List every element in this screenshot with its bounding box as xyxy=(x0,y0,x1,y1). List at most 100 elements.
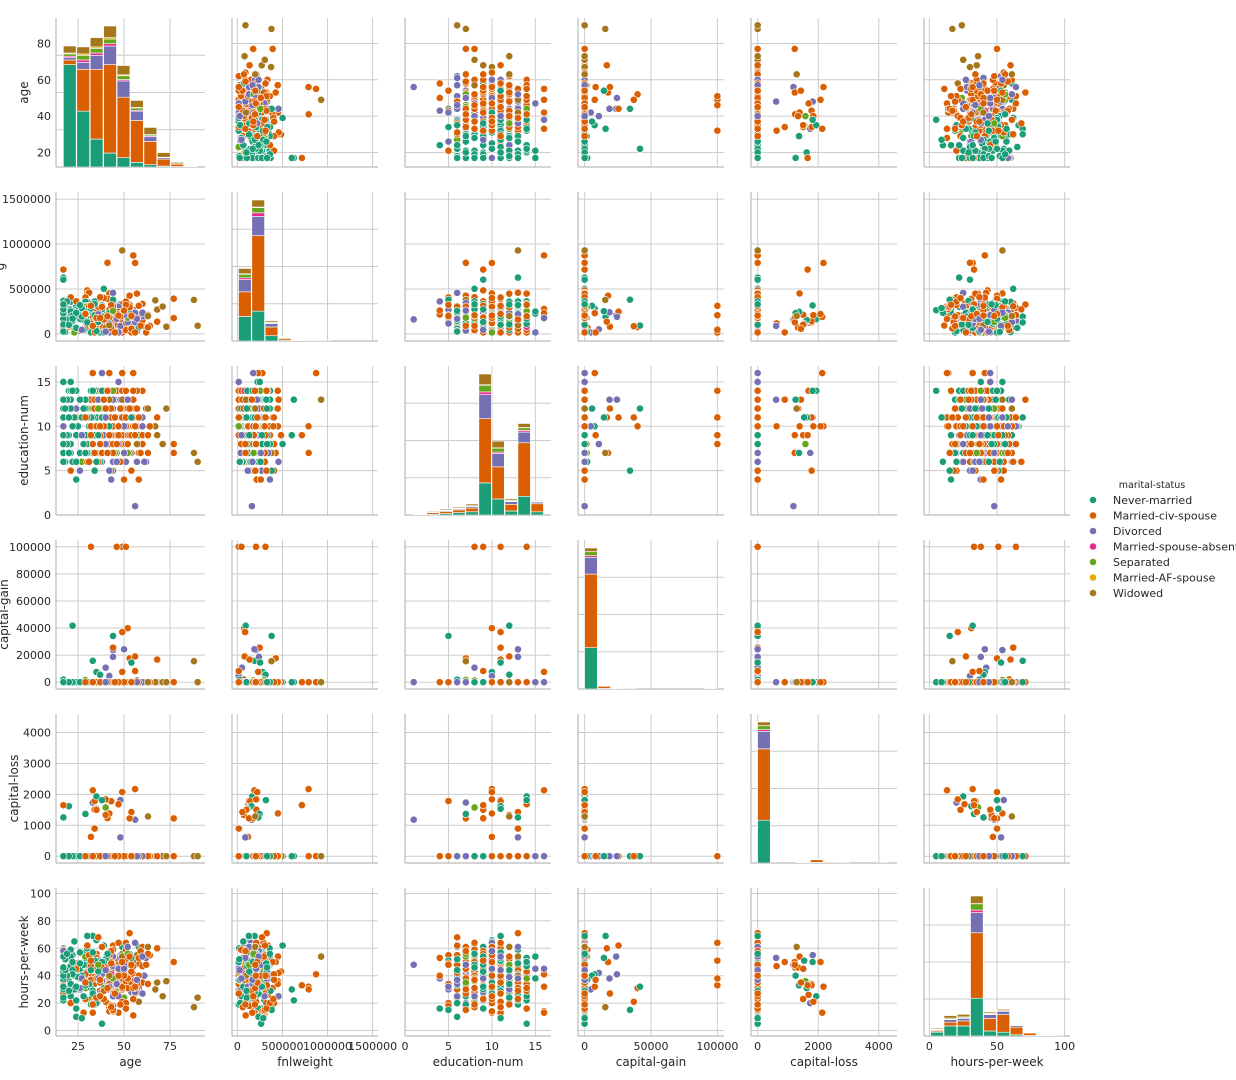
scatter-point xyxy=(131,259,139,267)
scatter-point xyxy=(479,275,488,284)
scatter-point xyxy=(505,134,514,142)
scatter-point xyxy=(133,440,141,448)
scatter-point xyxy=(312,369,320,377)
scatter-point xyxy=(479,318,488,326)
scatter-point xyxy=(247,502,256,511)
hist-bar xyxy=(251,199,265,208)
scatter-point xyxy=(317,395,325,404)
scatter-point xyxy=(242,404,251,413)
scatter-point xyxy=(435,94,444,102)
scatter-point xyxy=(1002,137,1011,146)
scatter-point xyxy=(614,413,623,422)
scatter-point xyxy=(580,265,589,274)
scatter-point xyxy=(1013,324,1022,332)
scatter-point xyxy=(964,320,973,329)
scatter-point xyxy=(488,68,496,77)
hist-bar xyxy=(76,59,90,63)
hist-bar xyxy=(157,152,171,158)
scatter-point xyxy=(256,475,265,484)
scatter-point xyxy=(713,413,722,422)
scatter-point xyxy=(94,431,103,440)
scatter-point xyxy=(987,300,996,309)
scatter-point xyxy=(92,457,101,466)
scatter-point xyxy=(262,466,271,475)
scatter-point xyxy=(505,312,514,320)
scatter-point xyxy=(1009,284,1018,293)
scatter-point xyxy=(435,297,444,306)
scatter-point xyxy=(251,404,260,413)
scatter-point xyxy=(594,440,603,448)
scatter-point xyxy=(980,251,989,260)
scatter-point xyxy=(242,148,251,157)
scatter-point xyxy=(461,306,470,315)
scatter-point xyxy=(588,117,596,126)
panel-education-num-vs-fnlweight xyxy=(231,366,378,516)
scatter-point xyxy=(76,466,84,475)
scatter-point xyxy=(256,457,265,466)
scatter-point xyxy=(453,81,462,90)
scatter-point xyxy=(522,300,531,309)
scatter-point xyxy=(531,328,540,337)
scatter-point xyxy=(972,61,981,70)
scatter-point xyxy=(601,449,610,457)
scatter-point xyxy=(134,475,143,484)
scatter-point xyxy=(580,154,589,162)
scatter-point xyxy=(772,126,781,135)
scatter-point xyxy=(479,108,488,117)
scatter-point xyxy=(59,327,68,336)
scatter-point xyxy=(59,275,68,284)
hist-bar xyxy=(89,55,104,70)
scatter-point xyxy=(470,55,479,64)
scatter-point xyxy=(1009,302,1018,311)
hist-bar xyxy=(76,61,90,70)
scatter-point xyxy=(151,296,160,305)
scatter-point xyxy=(804,99,813,108)
scatter-point xyxy=(629,322,638,331)
scatter-point xyxy=(103,258,112,267)
panel-age-vs-education-num xyxy=(404,18,551,168)
scatter-point xyxy=(109,307,117,315)
scatter-point xyxy=(580,112,589,121)
scatter-point xyxy=(127,312,136,320)
scatter-point xyxy=(713,431,722,440)
scatter-point xyxy=(797,86,805,95)
scatter-point xyxy=(235,457,244,466)
scatter-point xyxy=(1003,321,1012,330)
scatter-point xyxy=(580,431,589,440)
hist-bar xyxy=(89,138,104,167)
panel-education-num-vs-age xyxy=(55,366,205,516)
scatter-point xyxy=(249,369,258,377)
scatter-point xyxy=(470,311,479,320)
scatter-point xyxy=(144,312,152,320)
scatter-point xyxy=(261,126,270,135)
scatter-point xyxy=(1007,90,1016,99)
hist-bar xyxy=(116,80,131,98)
scatter-point xyxy=(580,449,589,457)
scatter-point xyxy=(580,132,589,141)
scatter-point xyxy=(605,404,614,413)
scatter-point xyxy=(127,413,136,422)
hist-bar xyxy=(426,510,440,512)
scatter-point xyxy=(713,325,722,334)
scatter-point xyxy=(453,327,462,336)
scatter-point xyxy=(261,413,270,422)
scatter-point xyxy=(190,449,198,457)
scatter-point xyxy=(131,502,139,511)
scatter-point xyxy=(505,70,514,79)
scatter-point xyxy=(193,457,202,466)
scatter-point xyxy=(453,154,462,162)
scatter-point xyxy=(990,86,999,95)
scatter-point xyxy=(753,44,762,53)
scatter-point xyxy=(488,259,496,267)
hist-bar xyxy=(76,46,90,55)
scatter-point xyxy=(98,302,106,311)
scatter-point xyxy=(514,273,522,282)
scatter-point xyxy=(131,328,139,337)
scatter-point xyxy=(479,61,488,70)
scatter-point xyxy=(580,369,589,377)
panel-age-vs-capital-loss xyxy=(750,18,897,168)
scatter-point xyxy=(998,75,1007,84)
scatter-point xyxy=(101,413,110,422)
scatter-point xyxy=(580,328,589,337)
